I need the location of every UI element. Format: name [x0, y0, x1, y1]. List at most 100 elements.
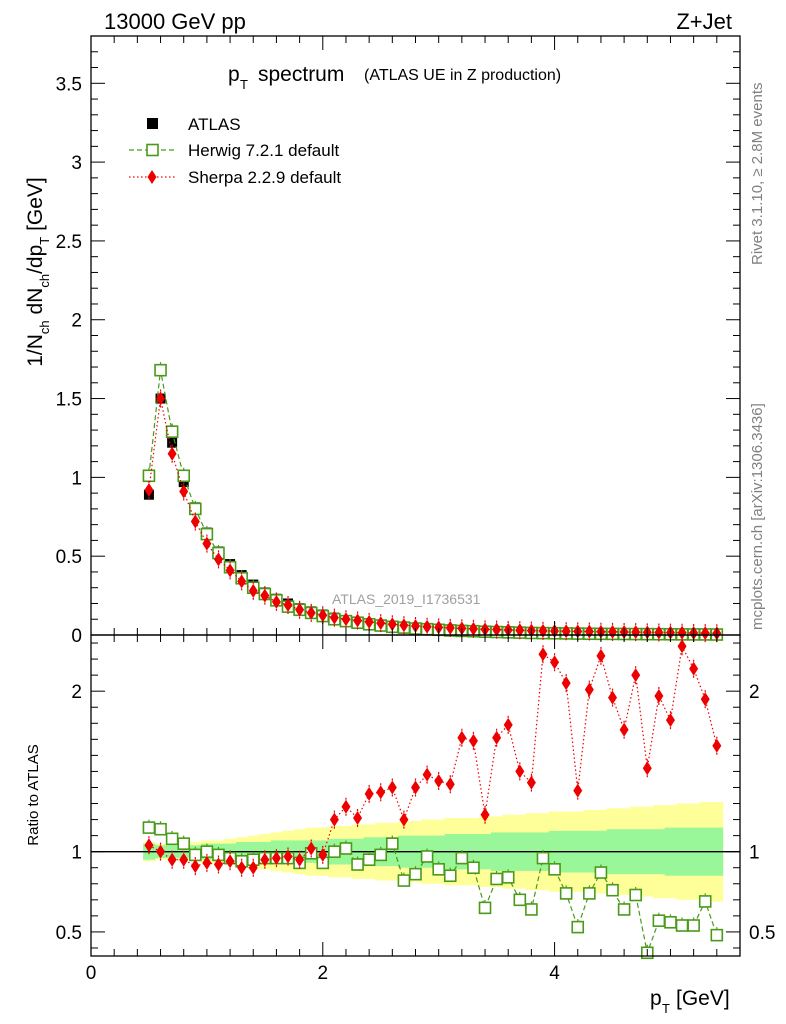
sherpa-ratio-point: [225, 854, 235, 869]
herwig-ratio-point: [536, 851, 550, 865]
main-y-tick-label: 1: [71, 468, 82, 489]
herwig-ratio-point: [606, 883, 619, 897]
main-y-tick-label: 3.5: [56, 74, 82, 95]
x-tick-label: 0: [86, 963, 97, 984]
sherpa-ratio-point: [584, 682, 594, 697]
sherpa-ratio-point: [654, 688, 664, 703]
herwig-ratio-point: [386, 837, 399, 850]
sherpa-ratio-point: [480, 807, 490, 822]
sherpa-ratio-point: [411, 780, 420, 795]
sherpa-ratio-point: [156, 844, 166, 859]
legend-label-atlas: ATLAS: [188, 115, 241, 134]
sherpa-main-point: [248, 583, 258, 598]
sherpa-main-point: [179, 484, 189, 499]
herwig-ratio-point: [455, 851, 469, 865]
herwig-main-point: [154, 363, 167, 377]
sherpa-main-point: [411, 619, 420, 634]
sherpa-main-point: [353, 613, 363, 628]
herwig-ratio-point: [467, 861, 480, 875]
sherpa-ratio-point: [248, 860, 258, 875]
herwig-ratio-point: [443, 869, 457, 883]
sherpa-ratio-point: [422, 767, 432, 782]
main-y-tick-label: 2: [71, 311, 82, 332]
herwig-ratio-point: [513, 893, 527, 907]
sherpa-main-point: [399, 618, 409, 633]
herwig-ratio-point: [478, 901, 492, 915]
sherpa-ratio-point: [190, 859, 200, 874]
herwig-ratio-point: [525, 903, 538, 916]
sherpa-ratio-point: [213, 857, 223, 872]
herwig-ratio-point: [698, 895, 712, 908]
sherpa-main-point: [376, 616, 386, 631]
sherpa-main-point: [364, 614, 374, 629]
herwig-ratio-point: [397, 874, 411, 887]
sherpa-ratio-point: [434, 774, 444, 789]
herwig-ratio-point: [328, 845, 341, 858]
ratio-y-tick-label-left: 1: [71, 843, 82, 864]
sherpa-ratio-point: [468, 733, 478, 748]
ratio-y-tick-label-right: 0.5: [749, 923, 775, 944]
atlas-point: [167, 437, 178, 448]
svg-text:[GeV]: [GeV]: [676, 987, 730, 1010]
sherpa-main-point: [445, 620, 455, 635]
herwig-ratio-point: [177, 837, 191, 850]
sherpa-main-line: [148, 398, 717, 634]
sherpa-ratio-point: [503, 717, 513, 732]
herwig-ratio-point: [675, 919, 689, 932]
herwig-ratio-point: [490, 872, 503, 886]
herwig-ratio-point: [583, 887, 596, 900]
ratio-y-tick-label-left: 2: [71, 682, 82, 703]
sherpa-ratio-point: [619, 722, 629, 737]
sherpa-ratio-point: [179, 852, 189, 867]
sherpa-main-point: [156, 391, 166, 406]
herwig-ratio-point: [652, 914, 666, 927]
header-process-label: Z+Jet: [676, 9, 732, 34]
sherpa-ratio-point: [631, 668, 641, 683]
herwig-ratio-point: [362, 853, 376, 867]
sherpa-main-point: [631, 625, 641, 640]
sherpa-main-point: [225, 563, 235, 578]
sherpa-main-point: [468, 621, 478, 636]
main-y-axis-label: 1/Nch dNch/dpT [GeV]: [24, 177, 52, 367]
sherpa-ratio-point: [526, 775, 536, 790]
herwig-ratio-point: [409, 867, 422, 881]
sherpa-main-point: [434, 620, 444, 635]
legend-label-sherpa: Sherpa 2.2.9 default: [188, 168, 341, 187]
svg-text:p: p: [650, 987, 662, 1010]
sherpa-ratio-point: [515, 764, 525, 779]
sherpa-main-point: [306, 605, 316, 620]
herwig-main-point: [177, 469, 191, 483]
ratio-y-tick-label-left: 0.5: [56, 923, 82, 944]
herwig-ratio-point: [154, 822, 167, 836]
sherpa-ratio-point: [712, 738, 722, 753]
sherpa-main-point: [387, 617, 397, 632]
main-y-tick-label: 3: [71, 153, 82, 174]
x-tick-label: 2: [317, 963, 328, 984]
sherpa-ratio-point: [329, 812, 339, 827]
herwig-ratio-point: [548, 863, 561, 876]
sherpa-main-point: [677, 625, 687, 640]
plot-title-p: p: [228, 63, 240, 86]
sherpa-ratio-point: [341, 799, 351, 814]
herwig-ratio-point: [142, 821, 156, 834]
sherpa-ratio-point: [260, 852, 270, 867]
herwig-ratio-point: [339, 842, 353, 855]
sherpa-ratio-point: [376, 785, 386, 800]
analysis-tag: ATLAS_2019_I1736531: [332, 591, 481, 607]
sherpa-ratio-point: [538, 647, 548, 662]
sherpa-ratio-point: [573, 783, 583, 798]
sherpa-ratio-point: [318, 847, 328, 862]
plot-title-main: spectrum: [258, 63, 344, 86]
legend-herwig-marker: [146, 143, 159, 157]
sherpa-main-point: [283, 598, 293, 613]
plot-title-sub: (ATLAS UE in Z production): [364, 67, 561, 84]
svg-text:T: T: [662, 1001, 670, 1016]
sherpa-ratio-point: [700, 692, 710, 707]
sherpa-ratio-point: [492, 730, 502, 745]
sherpa-ratio-point: [445, 777, 455, 792]
herwig-ratio-point: [571, 920, 585, 934]
sherpa-main-point: [515, 623, 525, 638]
sherpa-ratio-point: [283, 849, 293, 864]
sherpa-main-point: [213, 552, 223, 567]
